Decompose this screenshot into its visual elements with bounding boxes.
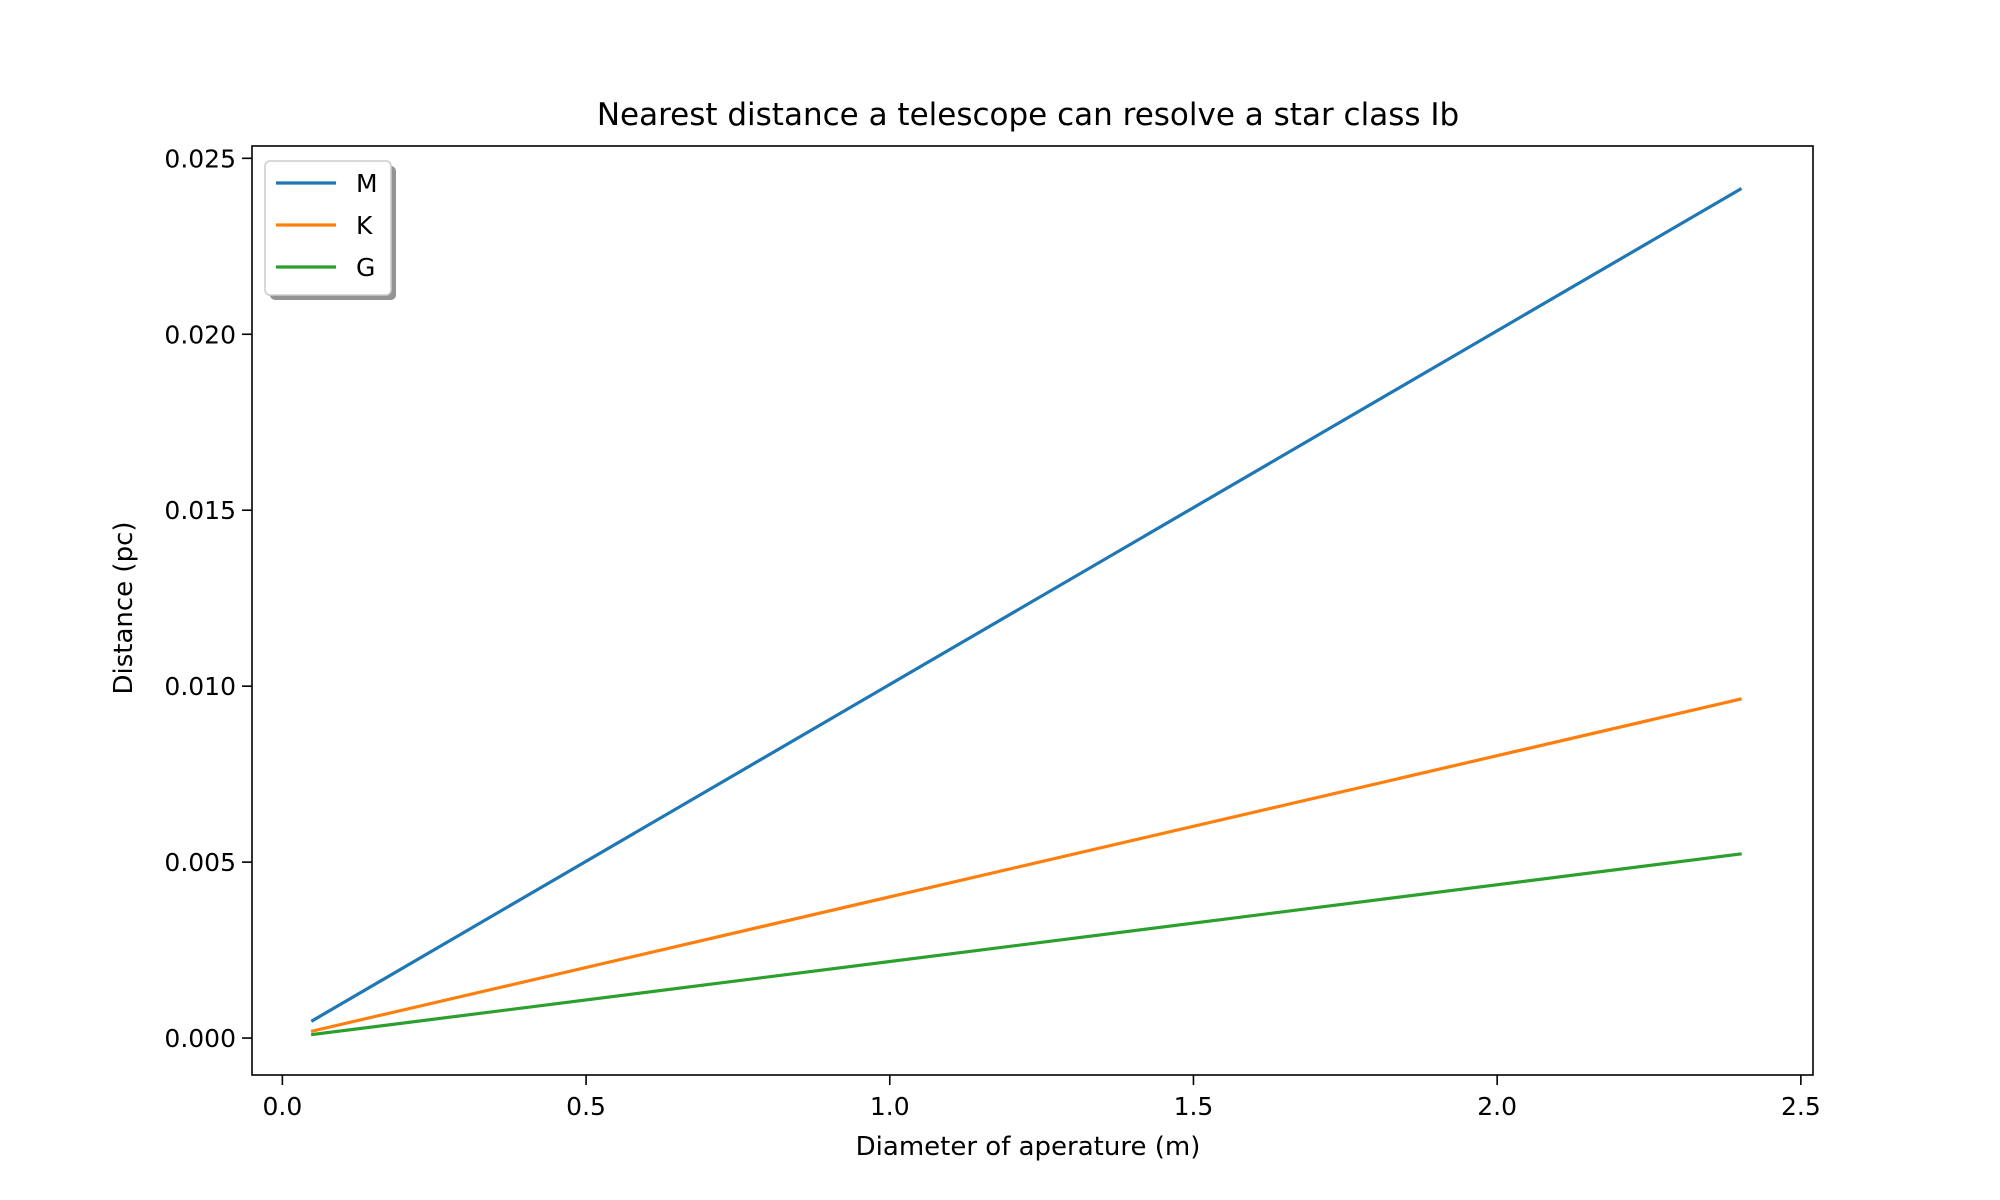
y-axis: 0.000 0.005 0.010 0.015 0.020 0.025: [164, 144, 252, 1053]
series-line-m: [310, 187, 1743, 1023]
y-tick-label: 0.000: [164, 1024, 236, 1053]
legend: MKG: [264, 160, 396, 300]
y-tick-label: 0.025: [164, 144, 236, 173]
y-tick-label: 0.005: [164, 848, 236, 877]
x-axis-title: Diameter of aperature (m): [856, 1132, 1201, 1162]
legend-label-g: G: [356, 253, 375, 282]
x-tick-label: 1.0: [870, 1092, 910, 1121]
y-tick-label: 0.010: [164, 672, 236, 701]
legend-label-m: M: [356, 169, 378, 198]
legend-label-k: K: [356, 211, 373, 240]
x-tick-label: 2.0: [1477, 1092, 1517, 1121]
x-tick-label: 2.5: [1781, 1092, 1821, 1121]
x-tick-label: 0.5: [566, 1092, 606, 1121]
x-axis: 0.0 0.5 1.0 1.5 2.0 2.5: [262, 1075, 1821, 1121]
y-tick-label: 0.020: [164, 320, 236, 349]
legend-entries: MKG: [276, 169, 378, 282]
x-tick-label: 1.5: [1174, 1092, 1214, 1121]
x-tick-label: 0.0: [262, 1092, 302, 1121]
axes-frame: [251, 145, 1814, 1076]
y-axis-title: Distance (pc): [109, 521, 139, 694]
series-line-k: [310, 697, 1743, 1033]
plot-area: [251, 145, 1814, 1076]
series-line-g: [310, 852, 1742, 1037]
series-lines: [310, 187, 1743, 1037]
legend-box: [264, 160, 392, 296]
y-tick-label: 0.015: [164, 496, 236, 525]
chart-title: Nearest distance a telescope can resolve…: [597, 97, 1459, 133]
